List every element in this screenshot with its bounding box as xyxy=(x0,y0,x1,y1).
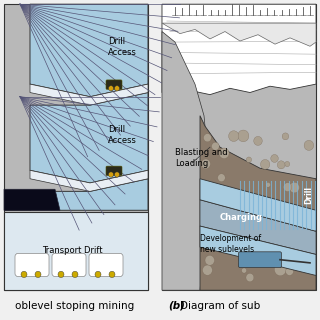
Circle shape xyxy=(216,208,222,214)
FancyBboxPatch shape xyxy=(106,80,122,89)
Circle shape xyxy=(228,131,239,141)
Polygon shape xyxy=(4,191,30,210)
Polygon shape xyxy=(30,4,148,97)
Polygon shape xyxy=(200,179,316,231)
Circle shape xyxy=(115,86,119,91)
Circle shape xyxy=(238,130,249,142)
Circle shape xyxy=(285,250,293,258)
Circle shape xyxy=(201,159,211,169)
FancyBboxPatch shape xyxy=(52,253,86,276)
FancyBboxPatch shape xyxy=(89,253,123,276)
Bar xyxy=(162,4,316,290)
Polygon shape xyxy=(200,226,316,276)
Circle shape xyxy=(35,271,41,277)
Circle shape xyxy=(212,142,219,150)
Circle shape xyxy=(275,263,286,276)
Text: (b): (b) xyxy=(168,300,185,311)
Circle shape xyxy=(285,161,290,167)
Circle shape xyxy=(21,271,27,277)
Circle shape xyxy=(266,182,270,187)
Circle shape xyxy=(95,271,101,277)
Circle shape xyxy=(246,157,252,163)
Circle shape xyxy=(227,197,232,202)
FancyBboxPatch shape xyxy=(106,166,122,176)
Polygon shape xyxy=(30,84,148,105)
Circle shape xyxy=(204,134,212,142)
Text: Blasting and
Loading: Blasting and Loading xyxy=(175,148,228,168)
Circle shape xyxy=(275,231,286,242)
Circle shape xyxy=(242,268,246,273)
Circle shape xyxy=(278,213,287,223)
Circle shape xyxy=(282,133,289,140)
Circle shape xyxy=(251,255,259,263)
Circle shape xyxy=(284,183,292,192)
Text: Diagram of sub: Diagram of sub xyxy=(180,300,260,311)
Polygon shape xyxy=(162,23,316,46)
Circle shape xyxy=(304,140,314,150)
Circle shape xyxy=(242,209,248,215)
Polygon shape xyxy=(162,32,208,290)
Circle shape xyxy=(259,215,263,219)
Circle shape xyxy=(260,159,270,169)
Circle shape xyxy=(295,246,300,251)
Circle shape xyxy=(222,233,231,242)
Circle shape xyxy=(285,267,293,276)
Circle shape xyxy=(205,255,214,265)
Circle shape xyxy=(272,212,283,223)
Polygon shape xyxy=(30,170,148,191)
Circle shape xyxy=(264,260,269,265)
Text: oblevel stoping mining: oblevel stoping mining xyxy=(15,300,134,311)
Circle shape xyxy=(271,155,278,163)
Polygon shape xyxy=(30,92,148,183)
Text: Drill
Access: Drill Access xyxy=(108,37,137,57)
Circle shape xyxy=(263,235,268,240)
Circle shape xyxy=(253,240,260,247)
Circle shape xyxy=(276,260,282,266)
FancyBboxPatch shape xyxy=(238,252,282,268)
Circle shape xyxy=(109,271,115,277)
Circle shape xyxy=(289,182,300,193)
Text: Development of
new sublevels: Development of new sublevels xyxy=(200,234,261,254)
Circle shape xyxy=(108,172,114,177)
Text: Charging: Charging xyxy=(220,213,263,222)
Circle shape xyxy=(72,271,78,277)
Circle shape xyxy=(279,212,285,219)
Circle shape xyxy=(219,148,229,159)
Polygon shape xyxy=(162,4,316,97)
Polygon shape xyxy=(4,189,60,210)
Polygon shape xyxy=(200,200,316,254)
Circle shape xyxy=(242,233,251,243)
Circle shape xyxy=(249,247,256,255)
Circle shape xyxy=(283,211,294,223)
Text: Transport Drift: Transport Drift xyxy=(42,246,102,255)
Circle shape xyxy=(248,221,259,233)
Circle shape xyxy=(263,252,274,264)
Circle shape xyxy=(58,271,64,277)
Circle shape xyxy=(254,136,262,145)
Circle shape xyxy=(108,86,114,91)
Text: Drill
Access: Drill Access xyxy=(108,124,137,145)
Polygon shape xyxy=(200,116,316,290)
Polygon shape xyxy=(30,179,148,210)
Circle shape xyxy=(238,259,243,264)
Bar xyxy=(4,4,148,290)
Circle shape xyxy=(218,174,225,182)
Circle shape xyxy=(231,234,240,244)
Circle shape xyxy=(115,172,119,177)
Bar xyxy=(4,212,148,290)
Circle shape xyxy=(273,208,282,217)
FancyBboxPatch shape xyxy=(15,253,49,276)
Circle shape xyxy=(263,227,272,236)
Circle shape xyxy=(289,221,295,228)
Text: Drill: Drill xyxy=(304,186,313,204)
Circle shape xyxy=(203,265,212,275)
Circle shape xyxy=(277,161,285,169)
Circle shape xyxy=(246,273,254,282)
